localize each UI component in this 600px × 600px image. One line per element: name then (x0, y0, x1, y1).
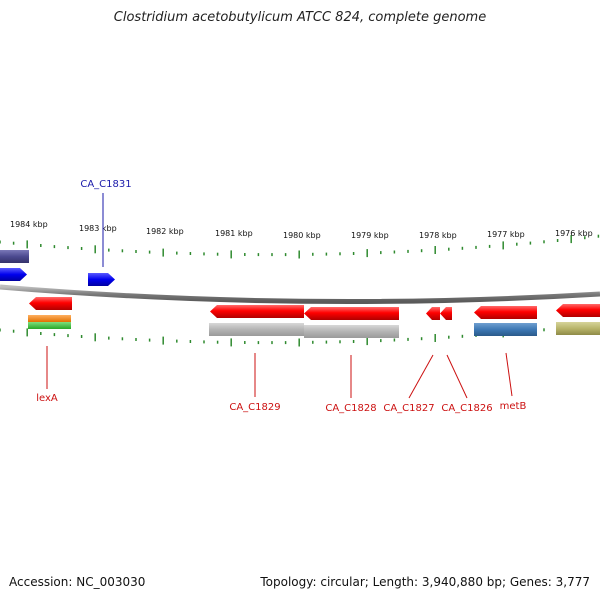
scale-label-1977: 1977 kbp (487, 230, 525, 239)
gene-blue-fragment[interactable] (0, 268, 27, 281)
leader-ca-c1826 (446, 354, 468, 399)
gene-ca-c1828-track (304, 325, 399, 338)
gene-olive-track-right (556, 322, 600, 335)
label-lexa[interactable]: lexA (36, 393, 58, 404)
label-leaders (46, 193, 513, 399)
gene-ca-c1829-track (209, 323, 304, 336)
forward-genes (0, 250, 115, 286)
scale-label-1982: 1982 kbp (146, 227, 184, 236)
reverse-genes (28, 297, 600, 338)
scale-label-1980: 1980 kbp (283, 231, 321, 240)
label-ca-c1829[interactable]: CA_C1829 (229, 402, 280, 413)
scale-label-1983: 1983 kbp (79, 224, 117, 233)
genome-backbone (0, 284, 600, 305)
gene-lexa[interactable] (29, 297, 72, 310)
scale-label-1978: 1978 kbp (419, 231, 457, 240)
label-ca-c1827[interactable]: CA_C1827 (383, 403, 434, 414)
gene-ca-c1826[interactable] (440, 307, 452, 320)
scale-label-1979: 1979 kbp (351, 231, 389, 240)
map-title: Clostridium acetobutylicum ATCC 824, com… (113, 10, 487, 25)
gene-red-fragment-right[interactable] (556, 304, 600, 317)
label-metb[interactable]: metB (500, 401, 527, 412)
gene-ca-c1827[interactable] (426, 307, 440, 320)
accession-text: Accession: NC_003030 (9, 575, 146, 589)
scale-labels: 1984 kbp 1983 kbp 1982 kbp 1981 kbp 1980… (10, 220, 593, 240)
leader-ca-c1827 (408, 354, 434, 399)
label-ca-c1828[interactable]: CA_C1828 (325, 403, 376, 414)
leader-metb (505, 352, 513, 397)
scale-label-1981: 1981 kbp (215, 229, 253, 238)
gene-lexa-green-track (28, 322, 71, 329)
topology-text: Topology: circular; Length: 3,940,880 bp… (260, 575, 590, 589)
gene-ca-c1831[interactable] (88, 273, 115, 286)
scale-label-1976: 1976 kbp (555, 229, 593, 238)
label-ca-c1831[interactable]: CA_C1831 (80, 179, 131, 190)
label-ca-c1826[interactable]: CA_C1826 (441, 403, 492, 414)
gene-ca-c1828[interactable] (304, 307, 399, 320)
scale-ticks-top (0, 234, 600, 259)
scale-label-1984: 1984 kbp (10, 220, 48, 229)
gene-metb-track (474, 323, 537, 336)
gene-labels: CA_C1831 lexA CA_C1829 CA_C1828 CA_C1827… (36, 179, 526, 414)
gene-metb[interactable] (474, 306, 537, 319)
gene-lexa-orange-track (28, 315, 71, 322)
gene-purple-fragment[interactable] (0, 250, 29, 263)
gene-ca-c1829[interactable] (210, 305, 304, 318)
